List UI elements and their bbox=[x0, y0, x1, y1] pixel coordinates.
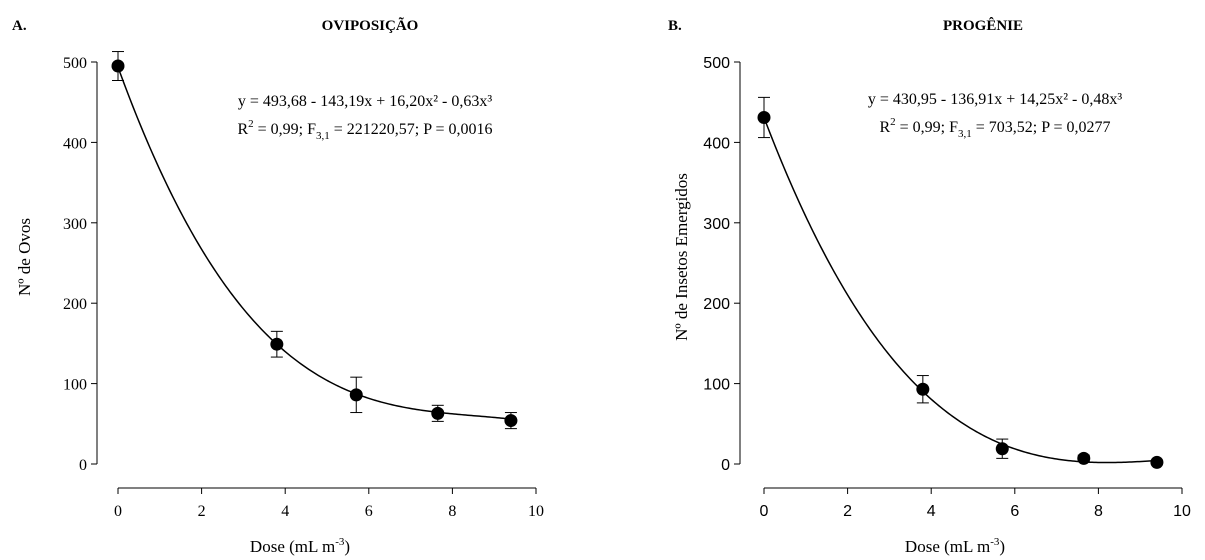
y-tick-label-b: 100 bbox=[703, 377, 730, 394]
chart-title-a: OVIPOSIÇÃO bbox=[322, 16, 419, 34]
data-point-b bbox=[916, 382, 930, 396]
chart-title-b: PROGÊNIE bbox=[943, 17, 1023, 34]
fit-curve-b bbox=[763, 117, 1157, 464]
data-point-b bbox=[1077, 451, 1091, 465]
y-tick-label-a: 100 bbox=[63, 377, 87, 394]
y-axis-label-b: Nº de Insetos Emergidos bbox=[672, 173, 691, 341]
x-axis-label-b-close: ) bbox=[999, 537, 1005, 556]
x-axis-label-b: Dose (mL m-3) bbox=[905, 536, 1005, 556]
stats-b-r: R bbox=[879, 119, 890, 136]
fit-curve-a bbox=[117, 66, 511, 420]
y-tick-label-a: 300 bbox=[63, 216, 87, 233]
x-tick-label-a: 8 bbox=[448, 503, 456, 520]
x-tick-label-a: 10 bbox=[528, 503, 544, 520]
data-point-a bbox=[111, 59, 125, 73]
stats-b: R2 = 0,99; F3,1 = 703,52; P = 0,0277 bbox=[879, 116, 1110, 140]
stats-b-f-sub: 3,1 bbox=[958, 128, 972, 140]
x-tick-label-a: 2 bbox=[198, 503, 206, 520]
x-axis-label-b-sup: -3 bbox=[990, 536, 1000, 548]
stats-a-r-val: = 0,99; F bbox=[254, 121, 316, 138]
y-tick-label-b: 500 bbox=[703, 55, 730, 72]
stats-a-f-val: = 221220,57; P = 0,0016 bbox=[330, 121, 493, 138]
panel-a: A. OVIPOSIÇÃO Nº de Ovos Dose (mL m-3) y… bbox=[12, 16, 544, 556]
data-point-b bbox=[757, 110, 771, 124]
y-tick-label-a: 500 bbox=[63, 55, 87, 72]
x-axis-label-a: Dose (mL m-3) bbox=[250, 536, 350, 556]
x-axis-label-a-main: Dose (mL m bbox=[250, 537, 335, 556]
stats-a-f-sub: 3,1 bbox=[316, 130, 330, 142]
y-axis-label-a: Nº de Ovos bbox=[15, 218, 34, 296]
y-tick-label-a: 200 bbox=[63, 296, 87, 313]
x-tick-label-b: 8 bbox=[1094, 503, 1103, 520]
equation-b: y = 430,95 - 136,91x + 14,25x² - 0,48x³ bbox=[868, 91, 1123, 108]
y-tick-label-b: 300 bbox=[703, 216, 730, 233]
stats-b-f-val: = 703,52; P = 0,0277 bbox=[972, 119, 1111, 136]
panel-b: B. PROGÊNIE Nº de Insetos Emergidos Dose… bbox=[668, 17, 1191, 556]
panel-label-a: A. bbox=[12, 18, 27, 34]
x-tick-label-a: 0 bbox=[114, 503, 122, 520]
data-point-a bbox=[431, 406, 445, 420]
stats-b-r-sup: 2 bbox=[890, 116, 896, 128]
x-tick-label-b: 4 bbox=[927, 503, 936, 520]
x-tick-label-b: 10 bbox=[1173, 503, 1191, 520]
data-point-a bbox=[504, 414, 518, 428]
stats-a: R2 = 0,99; F3,1 = 221220,57; P = 0,0016 bbox=[237, 118, 492, 142]
y-tick-label-b: 200 bbox=[703, 296, 730, 313]
x-tick-label-b: 2 bbox=[843, 503, 852, 520]
stats-a-r: R bbox=[237, 121, 248, 138]
stats-b-r-val: = 0,99; F bbox=[896, 119, 958, 136]
x-tick-label-a: 4 bbox=[281, 503, 289, 520]
x-tick-label-b: 0 bbox=[760, 503, 769, 520]
equation-a: y = 493,68 - 143,19x + 16,20x² - 0,63x³ bbox=[238, 93, 493, 110]
y-tick-label-b: 0 bbox=[721, 457, 730, 474]
y-tick-label-b: 400 bbox=[703, 135, 730, 152]
y-tick-label-a: 400 bbox=[63, 135, 87, 152]
panel-label-b: B. bbox=[668, 18, 682, 34]
stats-a-r-sup: 2 bbox=[248, 118, 254, 130]
x-tick-label-b: 6 bbox=[1010, 503, 1019, 520]
x-tick-label-a: 6 bbox=[365, 503, 373, 520]
data-point-b bbox=[1150, 455, 1164, 469]
x-axis-label-a-close: ) bbox=[344, 537, 350, 556]
data-point-a bbox=[270, 337, 284, 351]
x-axis-label-b-main: Dose (mL m bbox=[905, 537, 990, 556]
x-axis-label-a-sup: -3 bbox=[335, 536, 345, 548]
data-point-b bbox=[995, 442, 1009, 456]
data-point-a bbox=[349, 388, 363, 402]
y-tick-label-a: 0 bbox=[79, 457, 87, 474]
